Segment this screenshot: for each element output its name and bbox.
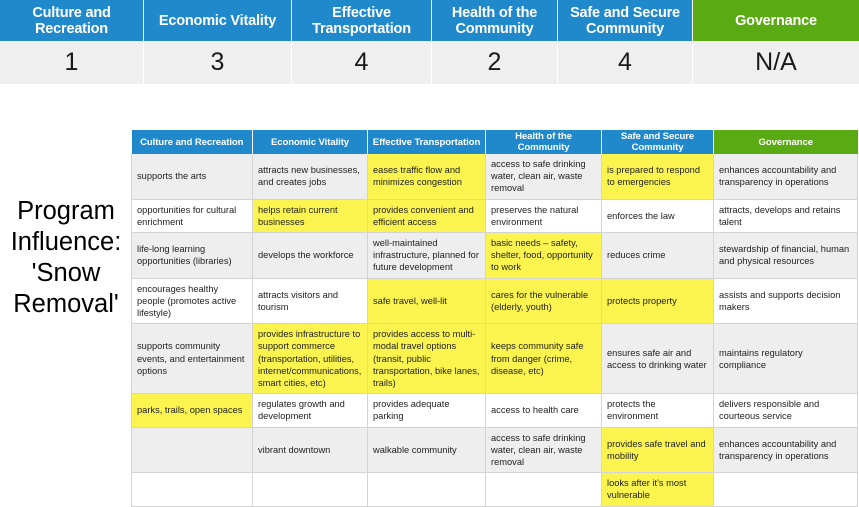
matrix-cell: attracts, develops and retains talent [713, 199, 858, 234]
matrix-header-health-of-the-community: Health of the Community [485, 130, 602, 154]
matrix-row: supports community events, and entertain… [131, 323, 858, 395]
matrix-cell: assists and supports decision makers [713, 278, 858, 325]
matrix-cell-highlighted: provides safe travel and mobility [601, 427, 714, 474]
scorecard-score-economic-vitality: 3 [144, 41, 292, 84]
matrix-row: parks, trails, open spaces regulates grow… [131, 393, 858, 428]
matrix-cell: preserves the natural environment [485, 199, 602, 234]
matrix-cell-highlighted: safe travel, well-lit [367, 278, 486, 325]
matrix-cell: access to safe drinking water, clean air… [485, 154, 602, 200]
matrix-cell-highlighted: cares for the vulnerable (elderly, youth… [485, 278, 602, 325]
scorecard-score-culture-and-recreation: 1 [0, 41, 144, 84]
matrix-header-governance: Governance [713, 130, 858, 154]
matrix-cell: supports the arts [131, 154, 253, 200]
scorecard-score-effective-transportation: 4 [292, 41, 432, 84]
caption-line-3: 'Snow [31, 259, 101, 287]
matrix-cell [252, 472, 368, 507]
caption-line-1: Program [17, 197, 115, 225]
matrix-cell [367, 472, 486, 507]
matrix-cell: access to safe drinking water, clean air… [485, 427, 602, 474]
matrix-cell: attracts new businesses, and creates job… [252, 154, 368, 200]
matrix-cell [485, 472, 602, 507]
matrix-cell-highlighted: keeps community safe from danger (crime,… [485, 323, 602, 395]
matrix-cell: walkable community [367, 427, 486, 474]
matrix-cell: regulates growth and development [252, 393, 368, 428]
matrix-cell-highlighted: provides convenient and efficient access [367, 199, 486, 234]
matrix-row: opportunities for cultural enrichment hel… [131, 199, 858, 234]
matrix-cell [131, 472, 253, 507]
matrix-cell-highlighted: parks, trails, open spaces [131, 393, 253, 428]
matrix-cell: supports community events, and entertain… [131, 323, 253, 395]
matrix-header-safe-and-secure-community: Safe and Secure Community [601, 130, 714, 154]
matrix-cell: stewardship of financial, human and phys… [713, 232, 858, 279]
matrix-cell: reduces crime [601, 232, 714, 279]
matrix-header-row: Culture and Recreation Economic Vitality E… [131, 130, 858, 154]
matrix-row: encourages healthy people (promotes acti… [131, 278, 858, 325]
matrix-cell: maintains regulatory compliance [713, 323, 858, 395]
scorecard-header-governance: Governance [693, 0, 859, 41]
matrix-cell: attracts visitors and tourism [252, 278, 368, 325]
matrix-cell-highlighted: basic needs – safety, shelter, food, opp… [485, 232, 602, 279]
matrix-cell: protects the environment [601, 393, 714, 428]
scorecard-header-economic-vitality: Economic Vitality [144, 0, 292, 41]
matrix-cell-highlighted: is prepared to respond to emergencies [601, 154, 714, 200]
matrix-cell: life-long learning opportunities (librar… [131, 232, 253, 279]
matrix-cell: encourages healthy people (promotes acti… [131, 278, 253, 325]
matrix-cell: ensures safe air and access to drinking … [601, 323, 714, 395]
matrix-body: supports the arts attracts new businesses… [131, 154, 858, 507]
influence-arrows [0, 76, 859, 132]
matrix-row: vibrant downtown walkable community access… [131, 427, 858, 474]
scorecard-header-safe-and-secure-community: Safe and Secure Community [558, 0, 693, 41]
matrix-cell-highlighted: protects property [601, 278, 714, 325]
matrix-header-economic-vitality: Economic Vitality [252, 130, 368, 154]
scorecard-header-effective-transportation: Effective Transportation [292, 0, 432, 41]
matrix-cell-highlighted: provides infrastructure to support comme… [252, 323, 368, 395]
matrix-cell-highlighted: eases traffic flow and minimizes congest… [367, 154, 486, 200]
matrix-cell: opportunities for cultural enrichment [131, 199, 253, 234]
matrix-row: supports the arts attracts new businesses… [131, 154, 858, 200]
matrix-cell: enhances accountability and transparency… [713, 154, 858, 200]
matrix-cell: develops the workforce [252, 232, 368, 279]
matrix-row: looks after it's most vulnerable [131, 472, 858, 507]
matrix-cell: vibrant downtown [252, 427, 368, 474]
scorecard-score-row: 1 3 4 2 4 N/A [0, 41, 859, 84]
scorecard-score-safe-and-secure-community: 4 [558, 41, 693, 84]
program-influence-caption: Program Influence: 'Snow Removal' [2, 196, 130, 320]
caption-line-2: Influence: [10, 228, 122, 256]
matrix-cell-highlighted: helps retain current businesses [252, 199, 368, 234]
community-outcomes-matrix: Culture and Recreation Economic Vitality E… [131, 130, 858, 507]
matrix-cell [131, 427, 253, 474]
priority-scorecard: Culture and Recreation Economic Vitality E… [0, 0, 859, 84]
matrix-cell: access to health care [485, 393, 602, 428]
scorecard-score-governance: N/A [693, 41, 859, 84]
matrix-cell: enforces the law [601, 199, 714, 234]
scorecard-header-culture-and-recreation: Culture and Recreation [0, 0, 144, 41]
caption-line-4: Removal' [13, 290, 119, 318]
matrix-header-effective-transportation: Effective Transportation [367, 130, 486, 154]
matrix-row: life-long learning opportunities (librar… [131, 232, 858, 279]
scorecard-score-health-of-the-community: 2 [432, 41, 558, 84]
matrix-cell: well-maintained infrastructure, planned … [367, 232, 486, 279]
matrix-cell: provides adequate parking [367, 393, 486, 428]
matrix-cell: delivers responsible and courteous servi… [713, 393, 858, 428]
matrix-cell: enhances accountability and transparency… [713, 427, 858, 474]
matrix-header-culture-and-recreation: Culture and Recreation [131, 130, 253, 154]
matrix-cell-highlighted: provides access to multi-modal travel op… [367, 323, 486, 395]
scorecard-header-health-of-the-community: Health of the Community [432, 0, 558, 41]
scorecard-header-row: Culture and Recreation Economic Vitality E… [0, 0, 859, 41]
matrix-cell-highlighted: looks after it's most vulnerable [601, 472, 714, 507]
matrix-cell [713, 472, 858, 507]
